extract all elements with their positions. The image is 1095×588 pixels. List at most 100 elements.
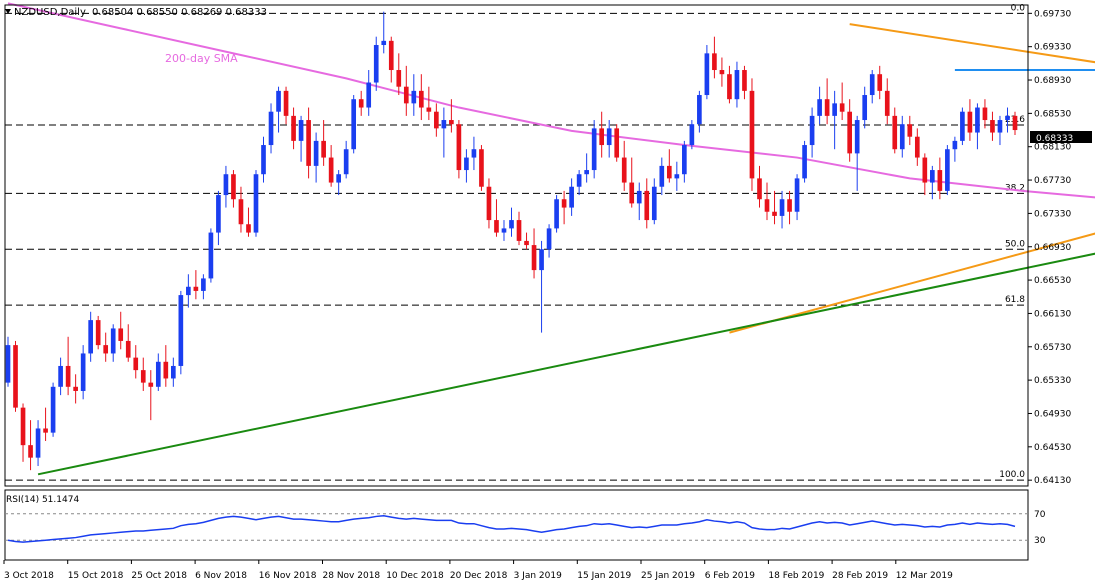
candle-body: [757, 178, 762, 200]
fib-level-label: 50.0: [1005, 239, 1025, 249]
candle-body: [591, 128, 597, 171]
y-tick-label: 0.67730: [1034, 176, 1071, 186]
candle-body: [298, 120, 304, 141]
symbol-label: NZDUSD,Daily: [14, 7, 86, 18]
y-tick-label: 0.66130: [1034, 309, 1071, 319]
candle-body: [283, 90, 289, 116]
candle-body: [899, 124, 905, 150]
fib-level-label: 61.8: [1005, 295, 1025, 305]
candle-body: [877, 74, 883, 91]
candle-body: [666, 165, 672, 179]
candle-body: [892, 115, 898, 150]
fib-level-label: 100.0: [999, 470, 1025, 480]
candle-body: [291, 115, 296, 141]
candle-body: [960, 111, 965, 141]
candle-body: [884, 90, 890, 116]
candle-body: [644, 190, 650, 221]
candle-body: [373, 45, 379, 83]
candle-body: [58, 365, 63, 387]
candle-body: [712, 53, 717, 71]
candle-body: [772, 211, 777, 216]
candle-body: [930, 170, 935, 183]
candle-body: [231, 174, 236, 200]
candle-body: [396, 70, 402, 87]
symbol-dropdown-icon[interactable]: [5, 9, 11, 14]
candle-body: [261, 145, 266, 175]
rsi-line: [7, 515, 1016, 543]
y-tick-label: 0.64930: [1034, 409, 1071, 419]
candle-body: [464, 157, 469, 171]
candle-body: [727, 74, 732, 100]
candle-body: [388, 40, 394, 71]
y-tick-label: 0.64130: [1034, 476, 1071, 486]
candle-body: [140, 370, 146, 383]
candle-body: [975, 107, 980, 133]
candle-body: [366, 82, 372, 108]
candle-body: [659, 165, 665, 187]
candle-body: [328, 157, 334, 183]
candle-body: [907, 124, 913, 137]
candle-body: [201, 278, 206, 291]
candle-body: [170, 365, 176, 379]
x-tick-label: 25 Oct 2018: [131, 571, 187, 581]
candle-body: [952, 140, 958, 150]
candle-body: [65, 365, 71, 387]
sma-label: 200-day SMA: [165, 52, 238, 65]
y-tick-label: 0.69330: [1034, 43, 1071, 53]
candle-body: [133, 357, 139, 371]
candle-body: [937, 170, 943, 191]
candle-body: [576, 174, 582, 187]
fib-level-label: 0.0: [1011, 3, 1026, 13]
x-tick-label: 25 Jan 2019: [641, 571, 695, 581]
candle-body: [516, 220, 522, 241]
candle-body: [599, 128, 605, 146]
candle-body: [561, 199, 567, 208]
rsi-level-label: 70: [1034, 510, 1046, 520]
candle-body: [967, 111, 973, 133]
candle-body: [186, 286, 191, 296]
candle-body: [997, 120, 1003, 133]
candle-body: [268, 111, 274, 146]
y-tick-label: 0.68930: [1034, 76, 1071, 86]
rsi-label: RSI(14) 51.1474: [6, 495, 79, 505]
y-tick-label: 0.66930: [1034, 243, 1071, 253]
candle-body: [13, 345, 18, 408]
candle-body: [779, 199, 785, 216]
candle-body: [839, 103, 845, 112]
x-tick-label: 15 Jan 2019: [577, 571, 631, 581]
candle-body: [531, 245, 537, 271]
candle-body: [246, 224, 251, 233]
candle-body: [403, 86, 409, 104]
candle-body: [321, 140, 326, 158]
y-tick-label: 0.69730: [1034, 9, 1071, 19]
candle-body: [118, 328, 124, 341]
current-price-label: 0.68333: [1036, 134, 1073, 144]
candle-body: [809, 115, 815, 146]
rsi-level-label: 30: [1034, 536, 1046, 546]
candle-body: [449, 120, 454, 125]
y-tick-label: 0.68130: [1034, 143, 1071, 153]
candle-body: [426, 107, 432, 112]
candle-body: [509, 220, 514, 229]
candle-body: [546, 228, 552, 250]
candle-body: [832, 103, 837, 116]
candle-body: [35, 428, 41, 458]
x-tick-label: 16 Nov 2018: [259, 571, 317, 581]
candle-body: [216, 195, 221, 233]
candle-body: [524, 240, 529, 246]
candle-body: [456, 124, 462, 171]
candle-body: [719, 70, 725, 75]
candle-body: [110, 328, 116, 354]
candle-body: [606, 128, 612, 146]
candle-body: [208, 232, 214, 279]
x-tick-label: 20 Dec 2018: [450, 571, 508, 581]
candle-body: [817, 99, 822, 116]
candle-body: [794, 178, 800, 212]
candle-body: [554, 199, 559, 229]
candle-body: [486, 186, 492, 221]
x-tick-label: 3 Jan 2019: [514, 571, 562, 581]
candle-body: [358, 99, 364, 108]
